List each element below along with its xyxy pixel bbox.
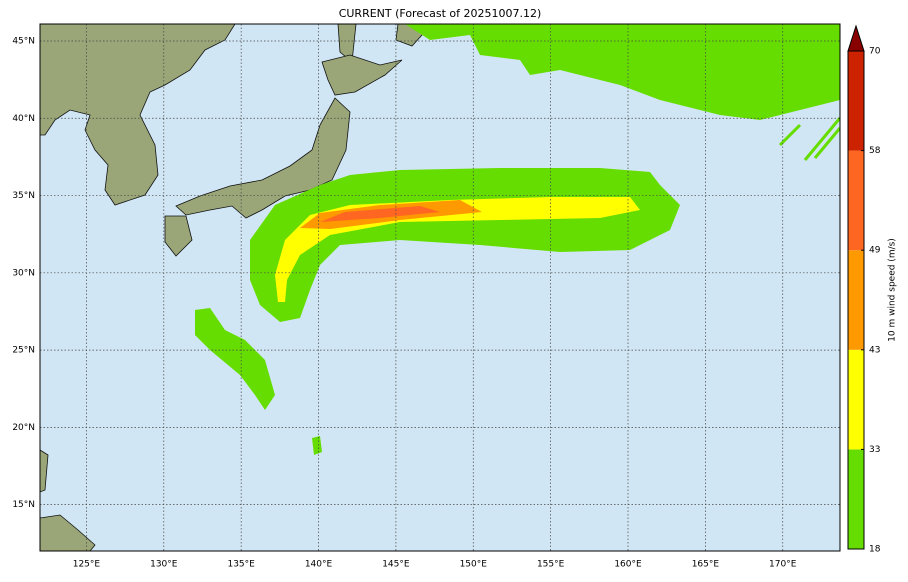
lon-label: 170°E [769, 560, 797, 570]
land-asia [40, 24, 236, 206]
lat-label: 25°N [12, 346, 35, 356]
lat-label: 15°N [12, 500, 35, 510]
wind-area [405, 24, 840, 120]
map-title: CURRENT (Forecast of 20251007.12) [339, 7, 542, 20]
lon-label: 125°E [73, 560, 101, 570]
map-frame [39, 23, 841, 552]
colorbar-tick-label: 33 [869, 445, 880, 455]
colorbar: 18 33 43 49 58 70 [847, 24, 881, 555]
lon-label: 135°E [227, 560, 255, 570]
colorbar-segment [848, 449, 864, 549]
lat-label: 35°N [12, 191, 35, 201]
wind-area [320, 206, 440, 222]
lon-label: 140°E [305, 560, 333, 570]
lon-label: 160°E [614, 560, 642, 570]
lon-label: 150°E [460, 560, 488, 570]
colorbar-segment [848, 51, 864, 151]
grid: 125°E 130°E 135°E 140°E 145°E 150°E 155°E 160°E… [12, 24, 840, 570]
lat-label: 20°N [12, 423, 35, 433]
land-honshu [175, 97, 351, 219]
land-kyushu [164, 215, 193, 257]
lat-label: 45°N [12, 37, 35, 47]
colorbar-tick-label: 43 [869, 345, 880, 355]
ocean [40, 24, 840, 551]
land-hokkaido [321, 54, 403, 96]
lon-label: 155°E [537, 560, 565, 570]
lon-label: 130°E [150, 560, 178, 570]
map-content [40, 24, 840, 551]
lon-label: 165°E [692, 560, 720, 570]
colorbar-tick-label: 49 [869, 246, 881, 256]
wind-area [195, 308, 322, 455]
wind-streak [778, 117, 840, 161]
colorbar-tick-label: 70 [869, 47, 881, 57]
colorbar-segment [848, 349, 864, 450]
lat-label: 40°N [12, 114, 35, 124]
colorbar-segment [848, 150, 864, 251]
colorbar-label: 10 m wind speed (m/s) [888, 238, 898, 342]
colorbar-tick-label: 58 [869, 146, 881, 156]
colorbar-tick-label: 18 [869, 545, 881, 555]
land-china-south [40, 449, 96, 551]
colorbar-frame [847, 50, 865, 550]
lon-label: 145°E [382, 560, 410, 570]
lat-label: 30°N [12, 268, 35, 278]
colorbar-segment [848, 250, 864, 350]
colorbar-extend [847, 24, 865, 52]
